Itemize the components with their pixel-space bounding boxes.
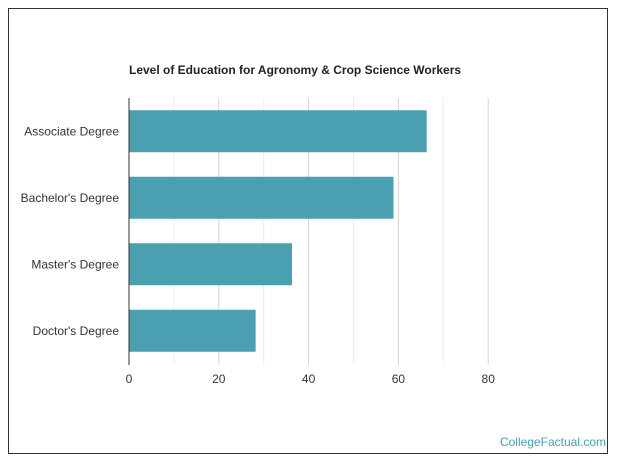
bar (129, 176, 394, 219)
x-tick-label: 60 (392, 372, 406, 386)
x-tick-label: 20 (212, 372, 226, 386)
bar (129, 110, 427, 153)
x-tick-label: 80 (482, 372, 496, 386)
bar (129, 309, 256, 352)
x-tick-label: 0 (126, 372, 133, 386)
category-label: Doctor's Degree (33, 324, 120, 338)
collegefactual-link[interactable]: CollegeFactual.com (499, 435, 606, 449)
chart-frame (8, 8, 608, 454)
x-tick-label: 40 (302, 372, 316, 386)
category-label: Bachelor's Degree (21, 191, 120, 205)
x-tick-labels: 0 20 40 60 80 (126, 372, 496, 386)
bars (129, 110, 427, 352)
category-label: Associate Degree (24, 124, 119, 138)
category-label: Master's Degree (31, 257, 119, 271)
chart-title: Level of Education for Agronomy & Crop S… (129, 63, 462, 77)
category-labels: Associate Degree Bachelor's Degree Master'… (21, 124, 120, 338)
bar (129, 243, 292, 286)
